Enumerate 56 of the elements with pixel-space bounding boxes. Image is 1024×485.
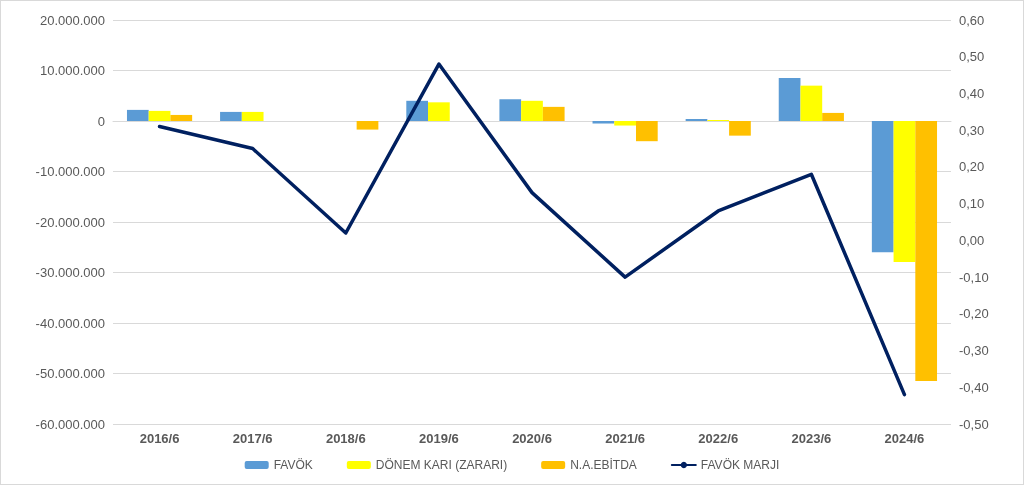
x-tick-label: 2024/6	[884, 431, 925, 446]
bar	[499, 99, 522, 121]
y-tick-label: -60.000.000	[35, 416, 105, 432]
legend-label: N.A.EBİTDA	[570, 458, 637, 472]
y2-tick-label: 0,20	[959, 159, 985, 175]
y2-tick-label: 0,10	[959, 196, 985, 212]
y-tick-label: -20.000.000	[35, 214, 105, 230]
y-tick-label: 10.000.000	[39, 63, 105, 78]
bar	[729, 121, 751, 136]
bar	[356, 121, 379, 130]
x-tick-label: 2019/6	[419, 431, 459, 446]
bar	[800, 85, 823, 121]
legend-label: DÖNEM KARI (ZARARI)	[375, 458, 508, 472]
x-tick-label: 2023/6	[791, 431, 832, 446]
y2-tick-label: 0,00	[959, 232, 985, 248]
y2-tick-label: 0,60	[959, 12, 985, 28]
y-tick-label: -40.000.000	[35, 315, 105, 331]
y2-tick-label: -0,30	[959, 343, 989, 359]
y-tick-label: -30.000.000	[35, 265, 105, 280]
bar	[126, 109, 149, 121]
bar	[778, 78, 801, 121]
y2-tick-label: 0,50	[959, 49, 985, 65]
bar	[592, 121, 615, 124]
legend-label: FAVÖK	[273, 458, 313, 472]
x-tick-label: 2016/6	[139, 431, 180, 446]
y2-tick-label: -0,40	[959, 379, 989, 395]
bar	[220, 111, 242, 121]
bar	[893, 121, 916, 262]
bar	[428, 102, 450, 121]
bar	[822, 112, 844, 121]
bar	[614, 121, 636, 126]
y-tick-label: 0	[97, 113, 105, 129]
x-tick-label: 2022/6	[698, 431, 739, 446]
bar	[635, 121, 658, 142]
line-series	[157, 62, 907, 397]
legend-label: FAVÖK MARJI	[700, 458, 780, 472]
x-tick-label: 2017/6	[232, 431, 273, 446]
bar	[871, 121, 894, 253]
bar	[521, 100, 543, 121]
y2-tick-label: -0,50	[959, 416, 989, 432]
y2-tick-label: -0,20	[959, 306, 989, 322]
y-tick-label: -10.000.000	[35, 164, 105, 179]
y2-tick-label: 0,40	[959, 85, 985, 101]
bar	[915, 121, 938, 382]
bar	[148, 110, 171, 121]
x-tick-label: 2018/6	[325, 431, 366, 446]
bar	[542, 106, 565, 121]
x-tick-label: 2020/6	[512, 431, 552, 446]
bar	[170, 114, 193, 121]
bar	[241, 111, 264, 121]
y2-tick-label: -0,10	[959, 269, 989, 285]
y-tick-label: -50.000.000	[35, 366, 105, 381]
x-tick-label: 2021/6	[605, 431, 645, 446]
y2-tick-label: 0,30	[959, 122, 985, 138]
y-tick-label: 20.000.000	[39, 12, 105, 28]
bar	[685, 118, 708, 121]
